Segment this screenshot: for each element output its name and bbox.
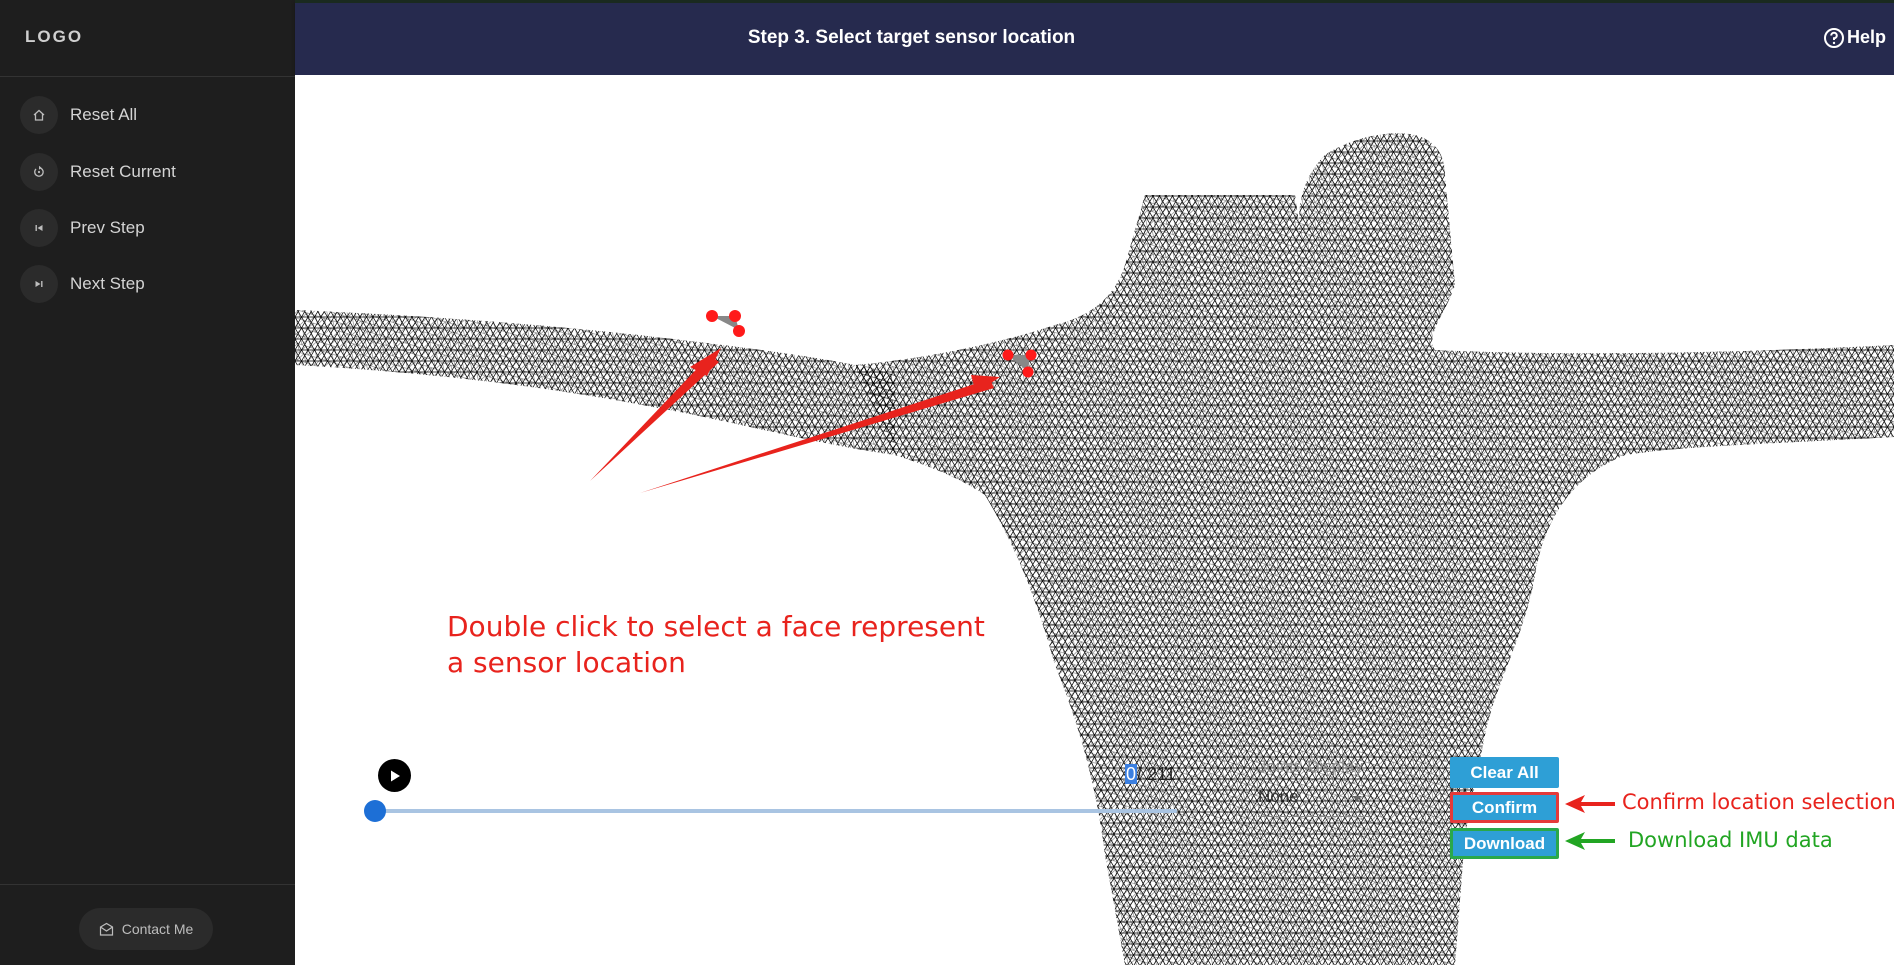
confirm-button[interactable]: Confirm [1450,792,1559,823]
sensor-marker-forearm [706,310,745,337]
sidebar-item-label: Prev Step [70,218,145,237]
mesh-body [295,133,1894,965]
mail-icon [99,922,113,936]
annotation-arrows [590,348,1000,493]
clear-all-button[interactable]: Clear All [1450,757,1559,788]
skip-next-icon [20,265,58,303]
frame-slider-track[interactable] [374,809,1177,813]
instruction-line: Double click to select a face represent [447,610,985,643]
mesh-viewport[interactable]: Double click to select a face represent … [295,75,1894,965]
sidebar-item-label: Reset Current [70,162,176,181]
sidebar-divider [0,884,295,885]
joints-display-label: Joints Display [1258,757,1363,776]
sidebar-item-reset-current[interactable]: Reset Current [20,152,176,192]
play-button[interactable] [378,759,411,792]
download-button[interactable]: Download [1450,828,1559,859]
sidebar-item-label: Reset All [70,105,138,124]
page-title: Step 3. Select target sensor location [747,27,1076,48]
contact-me-label: Contact Me [121,921,194,937]
current-frame-input[interactable]: 0 [1125,764,1138,784]
confirm-annotation-arrow [1565,795,1615,813]
confirm-annotation: Confirm location selection [1622,790,1894,814]
caret-down-icon [1352,796,1362,801]
download-annotation-arrow [1565,832,1615,850]
play-icon [390,770,400,781]
download-annotation: Download IMU data [1628,828,1833,852]
sidebar-divider [0,76,295,77]
header-bar: Step 3. Select target sensor location He… [295,0,1894,75]
joints-display-select[interactable]: None [1258,784,1370,817]
total-frames: / 211 [1137,764,1176,784]
frame-slider-thumb[interactable] [364,800,386,822]
home-icon [20,96,58,134]
logo: LOGO [25,27,84,46]
instruction-line: a sensor location [447,646,686,679]
instruction-annotation: Double click to select a face represent … [447,609,985,681]
sidebar-item-prev-step[interactable]: Prev Step [20,208,145,248]
sidebar-item-label: Next Step [70,274,145,293]
body-wireframe-mesh[interactable] [295,75,1894,965]
sensor-marker-upper-arm [1002,349,1037,378]
sidebar-item-next-step[interactable]: Next Step [20,264,145,304]
skip-previous-icon [20,209,58,247]
joints-display-value: None [1258,787,1299,806]
sidebar: LOGO Reset All Reset Current Prev Step N… [0,0,295,965]
reset-icon [20,153,58,191]
frame-counter: 0/ 211 [1125,764,1176,785]
help-circle-icon [1823,27,1844,48]
header-top-strip [295,0,1894,3]
contact-me-button[interactable]: Contact Me [79,908,213,950]
help-label: Help [1846,27,1886,47]
sidebar-item-reset-all[interactable]: Reset All [20,95,137,135]
help-button[interactable]: Help [1823,0,1886,75]
